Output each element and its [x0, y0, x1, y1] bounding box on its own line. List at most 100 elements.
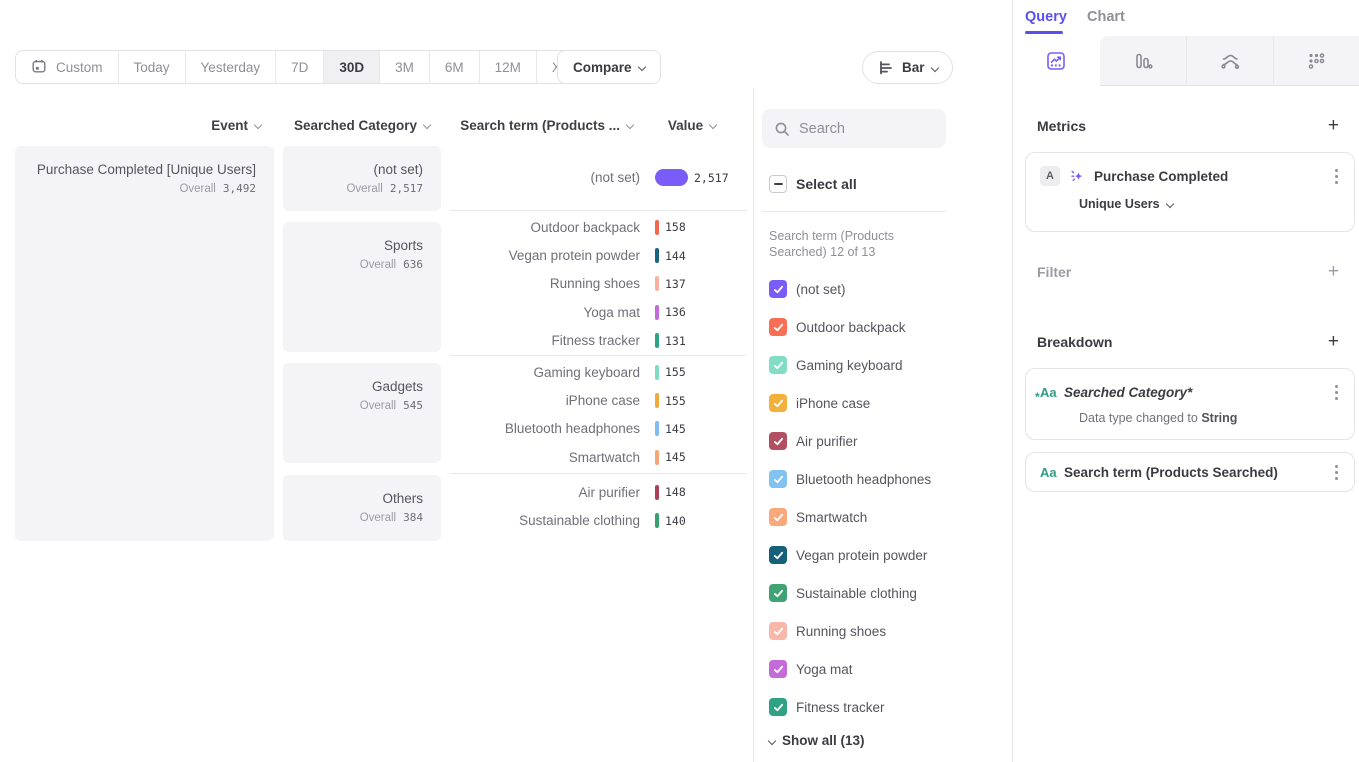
term-group: Air purifier 148 Sustainable clothing 14…: [450, 473, 747, 535]
table-row: (not set) 2,517: [590, 169, 729, 187]
select-all-checkbox[interactable]: [769, 175, 787, 193]
series-checkbox[interactable]: [769, 394, 787, 412]
legend-item[interactable]: Running shoes: [769, 612, 999, 650]
table-row: iPhone case 155: [565, 393, 686, 409]
legend-item[interactable]: iPhone case: [769, 384, 999, 422]
legend-item[interactable]: Smartwatch: [769, 498, 999, 536]
range-3m[interactable]: 3M: [379, 51, 429, 83]
kebab-menu-icon[interactable]: [1333, 461, 1340, 483]
table-row: Gaming keyboard 155: [533, 364, 686, 380]
term-group: Outdoor backpack 158 Vegan protein powde…: [450, 210, 747, 355]
table-row: Fitness tracker 131: [551, 333, 686, 349]
legend-search[interactable]: [762, 109, 946, 148]
breakdown-property-name: Search term (Products Searched): [1064, 464, 1278, 480]
column-header-value[interactable]: Value: [660, 118, 724, 133]
range-7d[interactable]: 7D: [275, 51, 323, 83]
legend-item[interactable]: Sustainable clothing: [769, 574, 999, 612]
event-name: Purchase Completed [Unique Users]: [36, 162, 256, 177]
range-custom[interactable]: Custom: [16, 51, 118, 83]
column-header-category[interactable]: Searched Category: [283, 118, 441, 133]
table-row: Vegan protein powder 144: [508, 248, 686, 264]
table-row: Bluetooth headphones 145: [504, 421, 686, 437]
legend-item[interactable]: Fitness tracker: [769, 688, 999, 726]
modified-asterisk: *: [1035, 389, 1040, 404]
metrics-header: Metrics +: [1037, 115, 1339, 136]
value-bar: [655, 449, 659, 465]
series-checkbox[interactable]: [769, 698, 787, 716]
chart-type-select[interactable]: Bar: [862, 51, 953, 84]
series-checkbox[interactable]: [769, 584, 787, 602]
range-today[interactable]: Today: [117, 51, 185, 83]
legend-item[interactable]: Outdoor backpack: [769, 308, 999, 346]
value-bar: [655, 276, 659, 292]
sort-chevron-icon: [253, 120, 263, 130]
table-row: Air purifier 148: [578, 484, 686, 500]
series-checkbox[interactable]: [769, 660, 787, 678]
tab-chart[interactable]: Chart: [1087, 9, 1125, 25]
sort-chevron-icon: [708, 120, 718, 130]
view-type-tabs: [1013, 36, 1359, 86]
add-metric-button[interactable]: +: [1327, 115, 1339, 136]
breakdown-property-name: Searched Category*: [1064, 384, 1193, 400]
range-12m[interactable]: 12M: [478, 51, 536, 83]
breakdown-card[interactable]: Aa Search term (Products Searched): [1025, 452, 1355, 492]
range-6m[interactable]: 6M: [428, 51, 479, 83]
panel-divider: [753, 88, 754, 762]
event-cell: Purchase Completed [Unique Users] Overal…: [15, 146, 274, 541]
viewtab-flows[interactable]: [1186, 36, 1273, 86]
show-all-link[interactable]: Show all (13): [767, 733, 865, 748]
event-overall: Overall 3,492: [179, 182, 256, 195]
compare-button[interactable]: Compare: [557, 50, 661, 84]
series-checkbox[interactable]: [769, 318, 787, 336]
select-all-row[interactable]: Select all: [769, 175, 857, 193]
series-checkbox[interactable]: [769, 470, 787, 488]
string-property-icon: Aa: [1040, 464, 1057, 480]
value-bar: [655, 169, 688, 187]
legend-item[interactable]: Bluetooth headphones: [769, 460, 999, 498]
calendar-icon: [31, 58, 47, 77]
series-checkbox[interactable]: [769, 280, 787, 298]
column-header-term[interactable]: Search term (Products ...: [450, 118, 635, 133]
series-checkbox[interactable]: [769, 622, 787, 640]
legend-item[interactable]: Gaming keyboard: [769, 346, 999, 384]
series-checkbox[interactable]: [769, 432, 787, 450]
table-row: Yoga mat 136: [583, 304, 686, 320]
value-bar: [655, 364, 659, 380]
range-yesterday[interactable]: Yesterday: [184, 51, 276, 83]
column-header-event[interactable]: Event: [15, 118, 263, 133]
legend-item[interactable]: (not set): [769, 270, 999, 308]
viewtab-funnels[interactable]: [1099, 36, 1186, 86]
series-checkbox[interactable]: [769, 546, 787, 564]
chevron-down-icon: [767, 736, 777, 745]
viewtab-insights[interactable]: [1013, 36, 1100, 86]
series-letter-badge: A: [1040, 166, 1060, 186]
range-30d[interactable]: 30D: [323, 51, 380, 83]
add-filter-button[interactable]: +: [1327, 261, 1339, 282]
tab-query[interactable]: Query: [1025, 9, 1067, 25]
retention-icon: [1308, 52, 1325, 69]
string-property-icon: Aa *: [1035, 384, 1057, 404]
breakdown-card[interactable]: Aa * Searched Category* Data type changed…: [1025, 368, 1355, 440]
legend-section-label: Search term (Products Searched) 12 of 13: [769, 229, 895, 259]
value-bar: [655, 421, 659, 437]
search-input[interactable]: [799, 120, 929, 137]
viewtab-retention[interactable]: [1272, 36, 1359, 86]
legend-item[interactable]: Yoga mat: [769, 650, 999, 688]
legend-item[interactable]: Vegan protein powder: [769, 536, 999, 574]
series-checkbox[interactable]: [769, 356, 787, 374]
value-bar: [655, 513, 659, 529]
legend-item[interactable]: Air purifier: [769, 422, 999, 460]
breakdown-header: Breakdown +: [1037, 331, 1339, 352]
range-label: Custom: [56, 59, 103, 75]
series-checkbox[interactable]: [769, 508, 787, 526]
legend-divider: [762, 211, 946, 212]
kebab-menu-icon[interactable]: [1333, 165, 1340, 187]
aggregation-select[interactable]: Unique Users: [1079, 197, 1340, 211]
metric-card[interactable]: A Purchase Completed Unique Users: [1025, 152, 1355, 232]
add-breakdown-button[interactable]: +: [1327, 331, 1339, 352]
category-cell: (not set) Overall 2,517: [283, 146, 441, 211]
event-sparkle-icon: [1071, 170, 1083, 182]
term-value-column: (not set) 2,517 Outdoor backpack 158 Veg…: [450, 146, 747, 535]
term-group: (not set) 2,517: [450, 146, 747, 210]
kebab-menu-icon[interactable]: [1333, 381, 1340, 403]
